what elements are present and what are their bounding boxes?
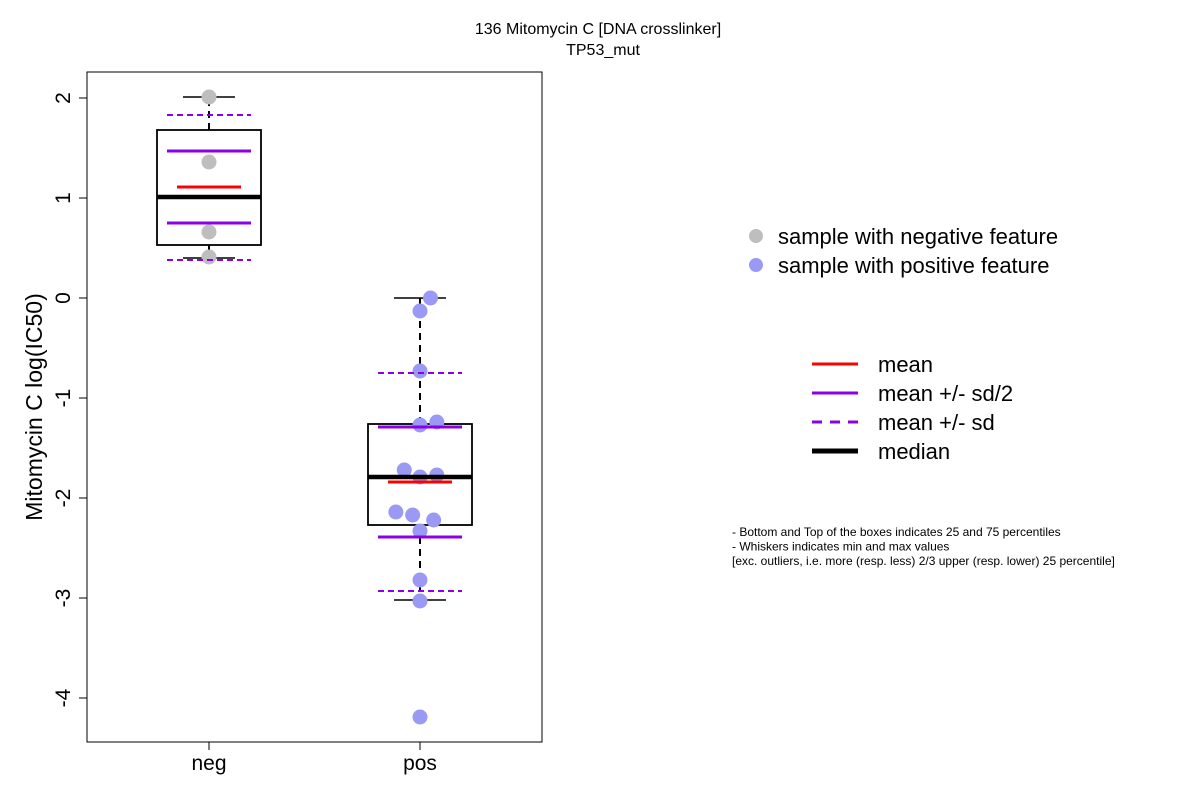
x-tick-label: neg	[191, 752, 226, 775]
sample-point	[412, 303, 428, 319]
y-axis-label: Mitomycin C log(IC50)	[21, 293, 47, 521]
sample-point	[412, 572, 428, 588]
sample-point	[201, 89, 217, 105]
sample-point	[388, 504, 404, 520]
sample-point	[396, 462, 412, 478]
chart-notes: - Bottom and Top of the boxes indicates …	[732, 525, 1115, 568]
y-tick-label: -4	[52, 688, 75, 707]
sample-point	[423, 290, 438, 306]
y-axis: 2 1 0 -1 -2 -3 -4	[52, 92, 88, 707]
legend-point-label: sample with positive feature	[778, 253, 1049, 278]
legend-line-label: median	[878, 439, 950, 464]
x-tick-label: pos	[403, 752, 437, 775]
sample-point	[405, 507, 421, 523]
legend-samples: sample with negative feature sample with …	[749, 224, 1058, 278]
y-tick-label: -1	[52, 389, 75, 408]
y-tick-label: -3	[52, 589, 75, 608]
sample-point	[412, 363, 428, 379]
plot-frame	[86, 71, 543, 743]
legend-line-label: mean	[878, 352, 933, 377]
note-line: - Bottom and Top of the boxes indicates …	[732, 525, 1061, 539]
sample-point	[201, 224, 217, 240]
sample-point	[426, 512, 442, 528]
note-line: [exc. outliers, i.e. more (resp. less) 2…	[732, 554, 1115, 568]
y-tick-label: 2	[52, 92, 75, 104]
box-iqr	[156, 129, 262, 246]
legend-line-label: mean +/- sd/2	[878, 381, 1013, 406]
legend-line-label: mean +/- sd	[878, 410, 995, 435]
legend-point-label: sample with negative feature	[778, 224, 1058, 249]
box-group-neg	[156, 89, 262, 265]
sample-point	[201, 154, 217, 170]
sample-point	[412, 593, 428, 609]
chart-title: 136 Mitomycin C [DNA crosslinker]	[475, 21, 721, 38]
chart-subtitle: TP53_mut	[566, 42, 640, 59]
legend-point-marker	[749, 258, 763, 272]
x-axis: neg pos	[191, 741, 437, 775]
y-tick-label: 1	[52, 192, 75, 204]
legend-statistics: mean mean +/- sd/2 mean +/- sd median	[812, 352, 1013, 464]
note-line: - Whiskers indicates min and max values	[732, 540, 949, 554]
legend-point-marker	[749, 229, 763, 243]
sample-point	[201, 249, 217, 265]
sample-point	[412, 417, 428, 433]
sample-point	[412, 709, 428, 725]
y-tick-label: 0	[52, 292, 75, 304]
sample-point	[412, 523, 428, 539]
box-group-pos	[367, 290, 473, 725]
y-tick-label: -2	[52, 489, 75, 508]
box-groups	[156, 89, 473, 725]
